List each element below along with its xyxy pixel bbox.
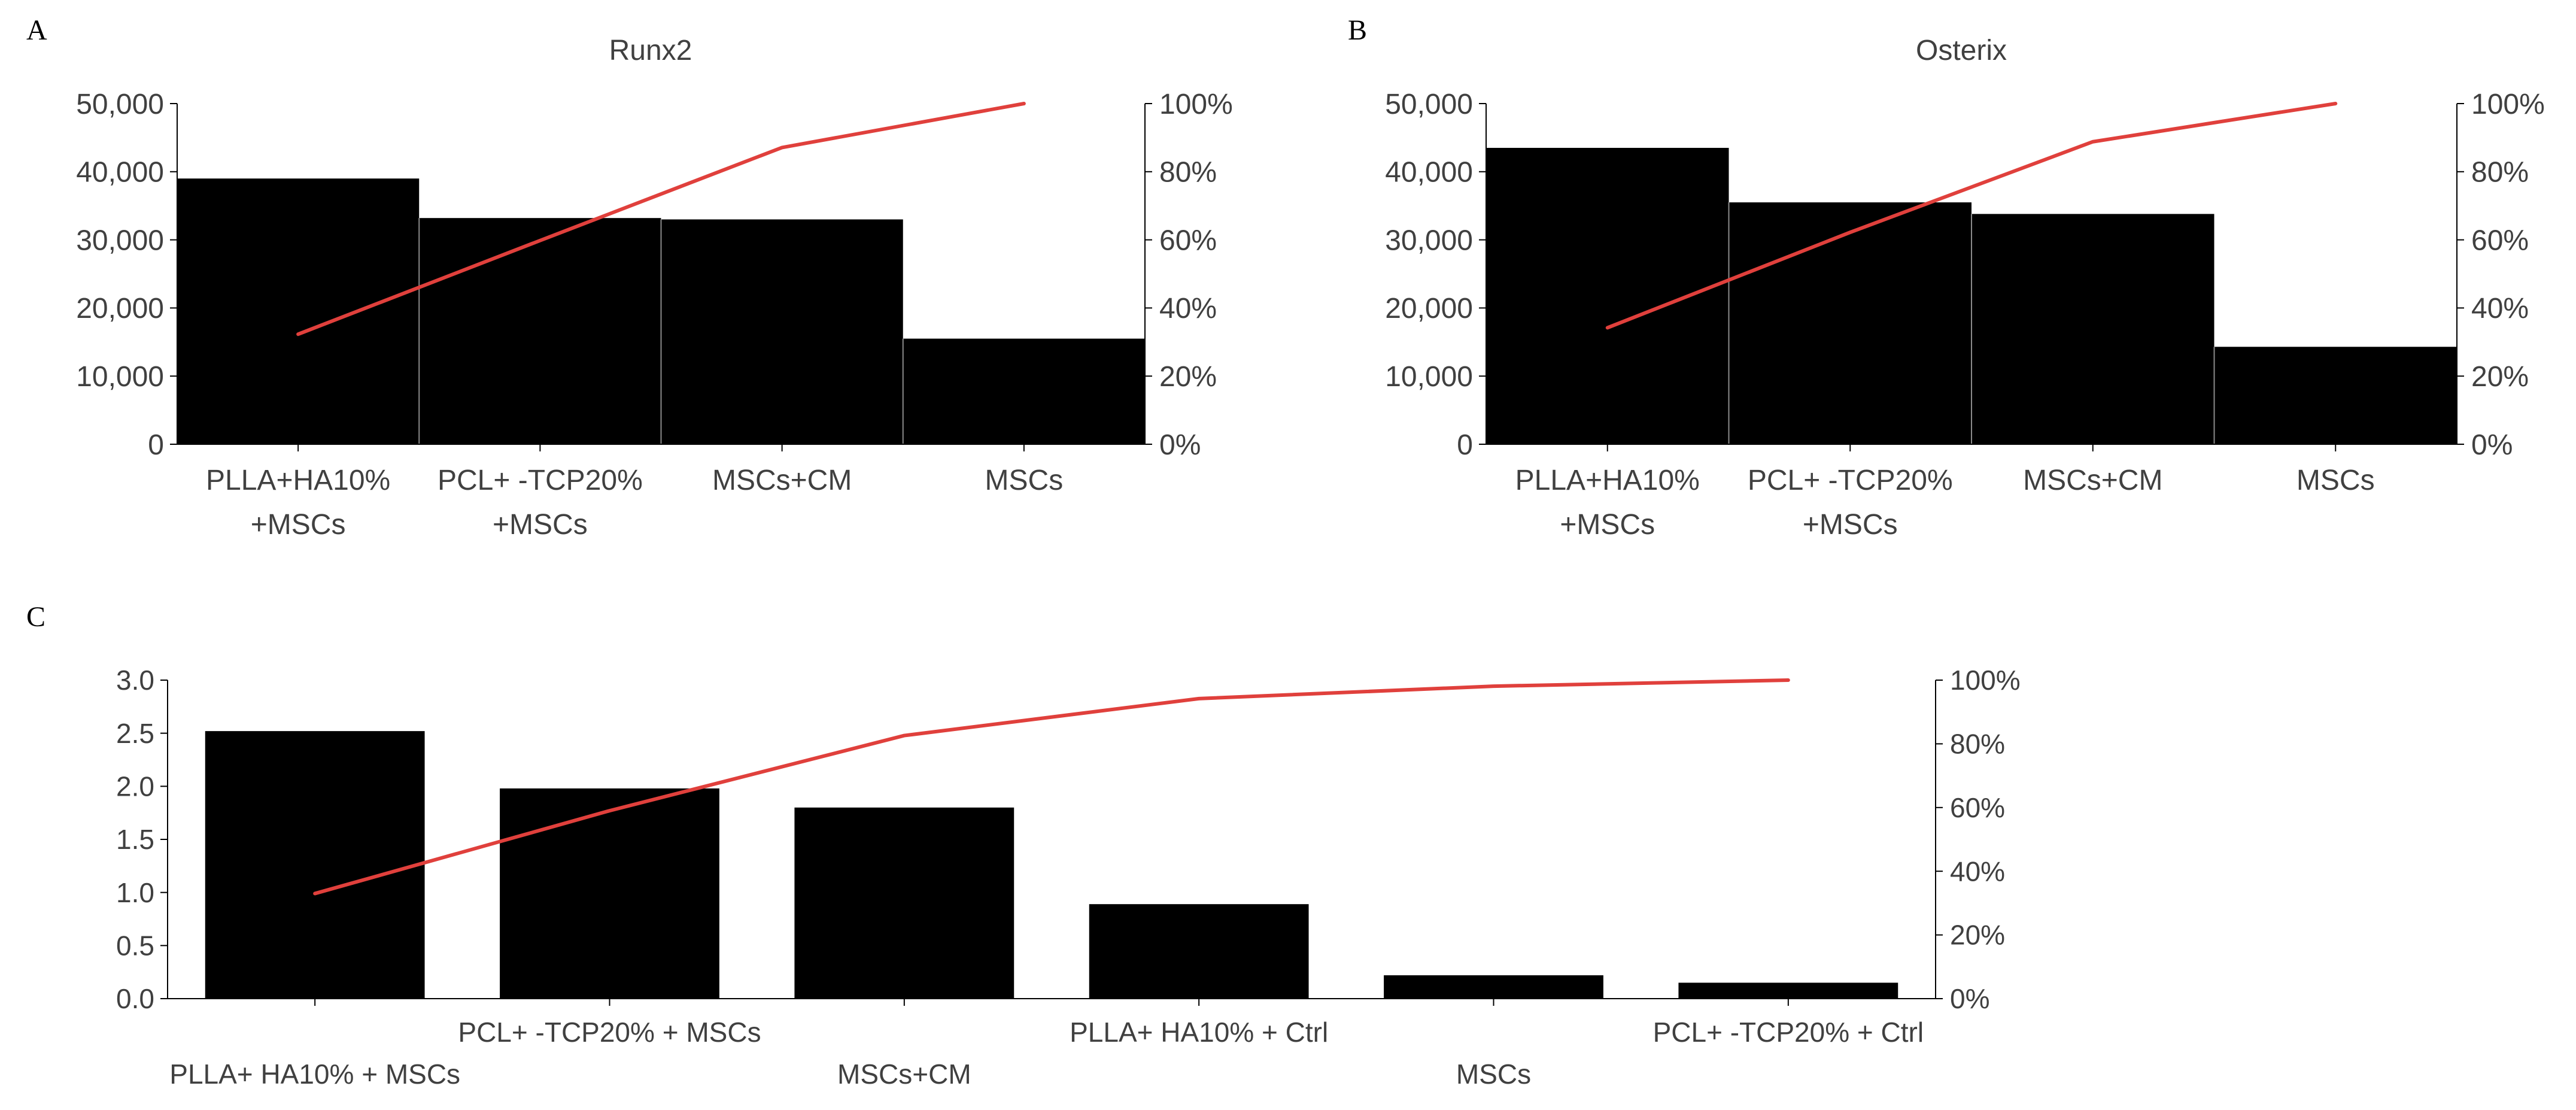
chart-b-xtick-label-0-line-1: PLLA+HA10% xyxy=(1515,465,1700,496)
chart-a-ytick-label-1: 10,000 xyxy=(76,361,164,393)
chart-c-y2tick-label-4: 80% xyxy=(1950,729,2005,760)
chart-b-y2tick-label-1: 20% xyxy=(2471,361,2529,393)
chart-a-title: Runx2 xyxy=(609,35,692,66)
chart-a-xtick-label-1-line-1: PCL+ -TCP20% xyxy=(438,465,643,496)
chart-c-y2tick-label-2: 40% xyxy=(1950,856,2005,887)
chart-a-xtick-label-0-line-1: PLLA+HA10% xyxy=(206,465,390,496)
chart-b-y2tick-label-2: 40% xyxy=(2471,293,2529,324)
chart-b-y2tick-label-5: 100% xyxy=(2471,89,2545,120)
chart-a-ytick-label-0: 0 xyxy=(148,429,164,461)
chart-c-bar-6 xyxy=(1678,982,1898,999)
chart-c-bar-4 xyxy=(1089,904,1309,999)
chart-c-xtick-label-3: PLLA+ HA10% + Ctrl xyxy=(1070,1017,1328,1048)
chart-b-ytick-label-2: 20,000 xyxy=(1385,293,1473,324)
chart-b-ytick-label-4: 40,000 xyxy=(1385,157,1473,189)
chart-b-bar-4 xyxy=(2214,347,2457,444)
chart-c-bar-5 xyxy=(1384,975,1603,999)
chart-a-bar-2 xyxy=(419,218,661,444)
chart-c-ytick-label-4: 2.0 xyxy=(116,771,154,802)
chart-a-ytick-label-4: 40,000 xyxy=(76,157,164,189)
chart-a-xtick-label-2: MSCs+CM xyxy=(712,465,852,496)
chart-a-cumulative-line xyxy=(296,102,1026,336)
chart-b-cumulative-line xyxy=(1605,102,2338,330)
chart-a-bar-1 xyxy=(177,178,420,444)
chart-c-ytick-label-2: 1.0 xyxy=(116,877,154,908)
chart-b: 0 10,000 20,000 30,000 40,000 50,000 0% 20% 40% 6… xyxy=(1385,89,2545,541)
chart-c-ytick-label-3: 1.5 xyxy=(116,824,154,855)
chart-a-xtick-label-0-line-2: +MSCs xyxy=(251,509,346,541)
chart-c-ytick-label-0: 0.0 xyxy=(116,983,154,1014)
chart-a-y2tick-label-4: 80% xyxy=(1159,157,1217,189)
chart-a-y2tick-label-1: 20% xyxy=(1159,361,1217,393)
chart-b-bar-2 xyxy=(1729,202,1972,444)
chart-b-xtick-label-2: MSCs+CM xyxy=(2023,465,2162,496)
chart-b-ytick-label-1: 10,000 xyxy=(1385,361,1473,393)
chart-a-bar-3 xyxy=(661,219,903,444)
chart-c-ytick-label-6: 3.0 xyxy=(116,665,154,696)
chart-c-xtick-label-1: PCL+ -TCP20% + MSCs xyxy=(458,1017,761,1048)
chart-c-bar-2 xyxy=(500,788,719,999)
chart-a: 0 10,000 20,000 30,000 40,000 50,000 0% 20% 40% 6… xyxy=(76,89,1233,541)
chart-c-y2tick-label-5: 100% xyxy=(1950,665,2021,696)
chart-a-y2tick-label-3: 60% xyxy=(1159,225,1217,256)
chart-b-y2tick-label-0: 0% xyxy=(2471,429,2513,461)
chart-c-y2tick-label-3: 60% xyxy=(1950,792,2005,823)
chart-b-bar-3 xyxy=(1972,214,2214,444)
chart-c-y2tick-label-0: 0% xyxy=(1950,983,1989,1014)
chart-a-ytick-label-2: 20,000 xyxy=(76,293,164,324)
chart-b-ytick-label-5: 50,000 xyxy=(1385,89,1473,120)
panel-letter-b: B xyxy=(1348,14,1367,46)
chart-b-ytick-label-3: 30,000 xyxy=(1385,225,1473,256)
panel-letter-c: C xyxy=(26,601,45,633)
chart-b-y2tick-label-3: 60% xyxy=(2471,225,2529,256)
chart-b-title: Osterix xyxy=(1916,35,2007,66)
chart-c-ytick-label-1: 0.5 xyxy=(116,930,154,961)
chart-b-xtick-label-1-line-1: PCL+ -TCP20% xyxy=(1748,465,1953,496)
chart-c-ytick-label-5: 2.5 xyxy=(116,718,154,749)
chart-a-xtick-label-3: MSCs xyxy=(985,465,1064,496)
chart-b-y2tick-label-4: 80% xyxy=(2471,157,2529,189)
chart-c-xtick-label-5: PCL+ -TCP20% + Ctrl xyxy=(1653,1017,1924,1048)
chart-b-xtick-label-0-line-2: +MSCs xyxy=(1560,509,1655,541)
chart-c-cumulative-line xyxy=(313,678,1790,896)
chart-c-y2tick-label-1: 20% xyxy=(1950,920,2005,951)
chart-c-xtick-label-2: MSCs+CM xyxy=(837,1059,971,1090)
chart-a-y2tick-label-2: 40% xyxy=(1159,293,1217,324)
chart-c-xtick-label-0: PLLA+ HA10% + MSCs xyxy=(169,1059,460,1090)
chart-c-bar-3 xyxy=(794,807,1014,999)
chart-c: 0.0 0.5 1.0 1.5 2.0 2.5 3.0 0% 20% 40% 60% 80% 100% P… xyxy=(116,665,2021,1090)
chart-a-y2tick-label-5: 100% xyxy=(1159,89,1233,120)
chart-a-ytick-label-5: 50,000 xyxy=(76,89,164,120)
chart-a-ytick-label-3: 30,000 xyxy=(76,225,164,256)
chart-b-ytick-label-0: 0 xyxy=(1457,429,1473,461)
chart-c-xtick-label-4: MSCs xyxy=(1456,1059,1531,1090)
chart-a-xtick-label-1-line-2: +MSCs xyxy=(493,509,588,541)
chart-a-y2tick-label-0: 0% xyxy=(1159,429,1201,461)
chart-b-xtick-label-3: MSCs xyxy=(2296,465,2375,496)
chart-a-bar-4 xyxy=(903,338,1145,444)
chart-b-xtick-label-1-line-2: +MSCs xyxy=(1803,509,1898,541)
chart-c-bar-1 xyxy=(205,731,425,999)
panel-letter-a: A xyxy=(26,14,47,46)
